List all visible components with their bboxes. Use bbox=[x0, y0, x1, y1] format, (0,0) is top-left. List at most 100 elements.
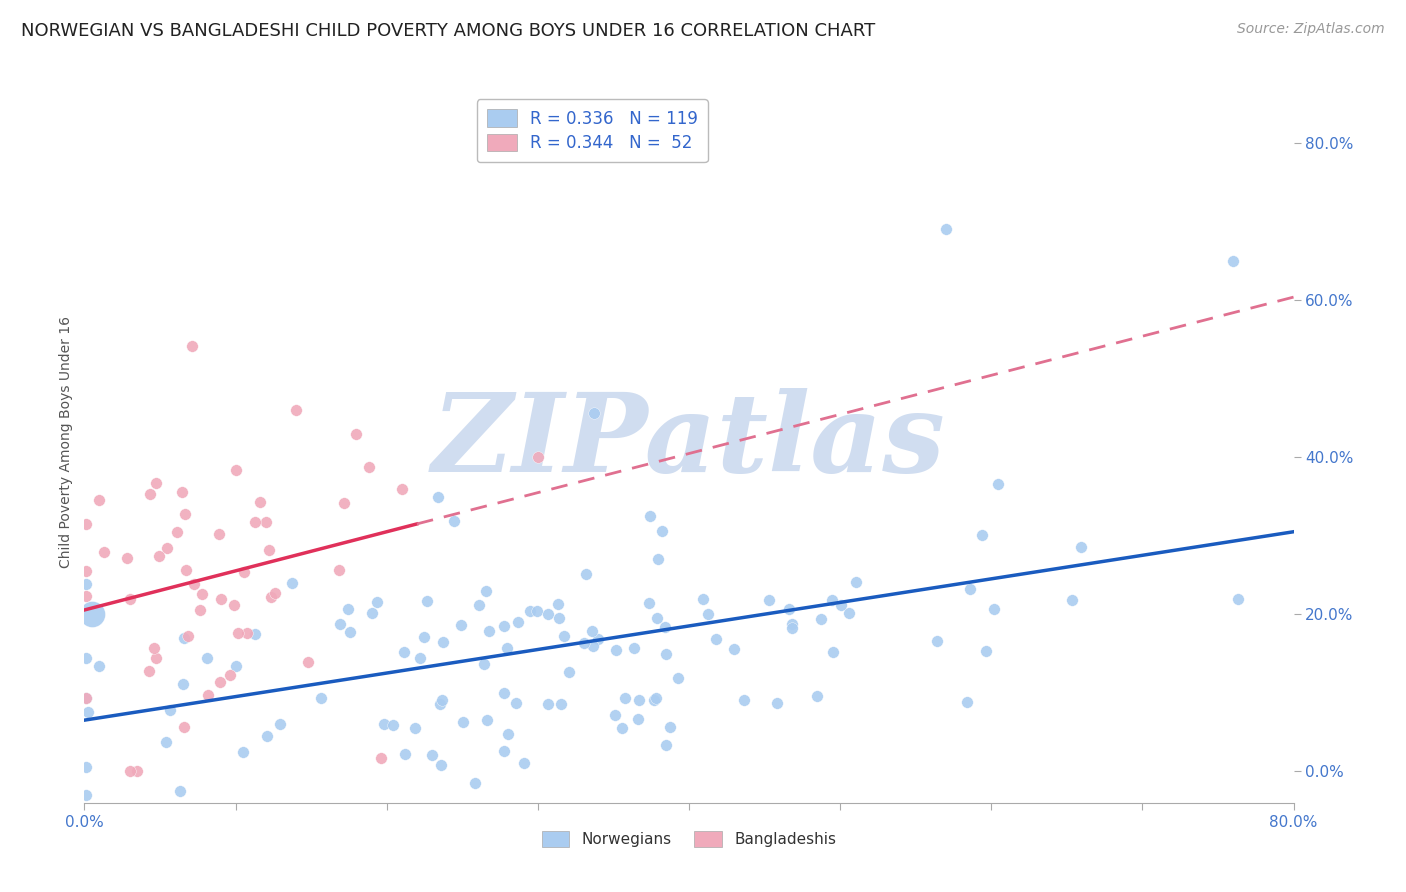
Point bbox=[547, 611, 569, 625]
Point bbox=[142, 640, 165, 655]
Point bbox=[547, 598, 569, 612]
Point bbox=[575, 566, 598, 581]
Point bbox=[181, 339, 204, 353]
Point bbox=[404, 721, 426, 735]
Point bbox=[195, 650, 218, 665]
Point bbox=[443, 515, 465, 529]
Point bbox=[432, 635, 454, 649]
Point bbox=[1070, 540, 1092, 554]
Point bbox=[586, 632, 609, 646]
Point bbox=[495, 641, 517, 656]
Point bbox=[191, 587, 214, 601]
Point bbox=[603, 708, 626, 723]
Point bbox=[174, 563, 197, 577]
Point bbox=[647, 611, 669, 625]
Point bbox=[75, 564, 97, 578]
Point bbox=[450, 618, 472, 632]
Point bbox=[346, 426, 368, 441]
Point bbox=[87, 659, 110, 673]
Point bbox=[225, 659, 247, 673]
Point bbox=[558, 665, 581, 680]
Point bbox=[765, 696, 787, 710]
Point bbox=[339, 625, 361, 640]
Point bbox=[778, 602, 800, 616]
Point bbox=[420, 748, 443, 763]
Point bbox=[654, 620, 676, 634]
Point bbox=[637, 596, 659, 610]
Point bbox=[138, 665, 160, 679]
Point bbox=[285, 403, 308, 417]
Point bbox=[645, 690, 668, 705]
Point bbox=[232, 745, 254, 759]
Point bbox=[976, 644, 998, 658]
Point bbox=[582, 639, 605, 653]
Point bbox=[169, 783, 191, 797]
Point bbox=[329, 617, 352, 632]
Point bbox=[222, 598, 245, 612]
Point bbox=[429, 697, 451, 711]
Point bbox=[820, 593, 842, 607]
Point bbox=[328, 563, 350, 577]
Point bbox=[243, 515, 266, 529]
Point bbox=[125, 764, 148, 779]
Point bbox=[1227, 592, 1250, 607]
Point bbox=[550, 697, 572, 711]
Point bbox=[256, 729, 278, 743]
Point bbox=[583, 406, 606, 420]
Point bbox=[75, 691, 97, 706]
Point bbox=[75, 517, 97, 532]
Point bbox=[1060, 593, 1083, 607]
Point bbox=[370, 751, 392, 765]
Point bbox=[281, 575, 304, 590]
Point bbox=[553, 629, 575, 643]
Point bbox=[263, 586, 285, 600]
Point bbox=[494, 619, 516, 633]
Point bbox=[733, 693, 755, 707]
Point bbox=[259, 543, 281, 558]
Point bbox=[959, 582, 981, 596]
Point bbox=[972, 528, 994, 542]
Point bbox=[173, 631, 195, 645]
Point bbox=[451, 715, 474, 730]
Point bbox=[357, 460, 380, 475]
Point bbox=[225, 463, 247, 477]
Point bbox=[148, 549, 170, 563]
Point bbox=[610, 721, 633, 735]
Point bbox=[333, 496, 356, 510]
Point bbox=[650, 524, 672, 538]
Point bbox=[1222, 253, 1244, 268]
Point bbox=[337, 602, 360, 616]
Point bbox=[254, 515, 277, 529]
Point bbox=[139, 486, 162, 500]
Point bbox=[472, 657, 495, 671]
Point bbox=[526, 604, 548, 618]
Point bbox=[574, 635, 596, 649]
Point bbox=[627, 713, 650, 727]
Point bbox=[623, 640, 645, 655]
Point bbox=[513, 756, 536, 770]
Point bbox=[75, 690, 97, 705]
Point bbox=[226, 626, 249, 640]
Point bbox=[172, 484, 194, 499]
Point bbox=[159, 703, 181, 717]
Point bbox=[173, 720, 195, 734]
Point bbox=[269, 717, 291, 731]
Point bbox=[464, 775, 486, 789]
Point bbox=[666, 671, 689, 685]
Point bbox=[145, 476, 167, 491]
Point bbox=[723, 641, 745, 656]
Point bbox=[77, 706, 100, 720]
Point bbox=[505, 696, 527, 710]
Point bbox=[394, 645, 416, 659]
Point bbox=[537, 607, 560, 622]
Text: ZIPatlas: ZIPatlas bbox=[432, 388, 946, 495]
Point bbox=[475, 584, 498, 599]
Point bbox=[659, 720, 682, 734]
Point bbox=[426, 490, 449, 504]
Point bbox=[75, 650, 97, 665]
Point bbox=[366, 595, 388, 609]
Point bbox=[297, 655, 319, 669]
Point bbox=[75, 788, 97, 802]
Point bbox=[925, 634, 948, 648]
Point bbox=[361, 606, 384, 620]
